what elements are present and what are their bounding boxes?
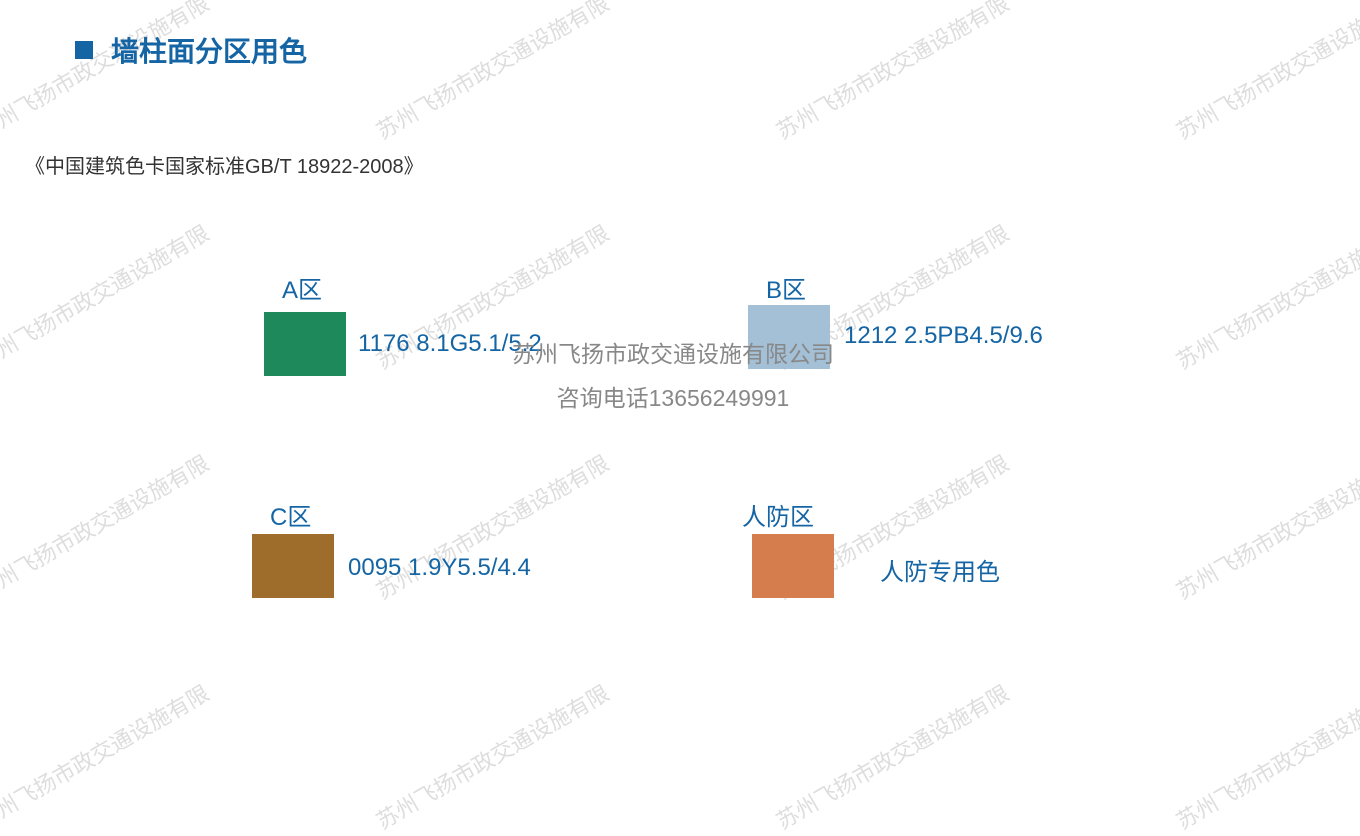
watermark-text: 苏州飞扬市政交通设施有限	[0, 446, 214, 606]
watermark-text: 苏州飞扬市政交通设施有限	[770, 676, 1015, 836]
zone-label: 人防区	[742, 497, 814, 532]
zone-label: A区	[282, 270, 322, 305]
watermark-text: 苏州飞扬市政交通设施有限	[1170, 216, 1360, 376]
color-swatch	[252, 534, 334, 598]
zone-code: 0095 1.9Y5.5/4.4	[348, 554, 531, 582]
watermark-text: 苏州飞扬市政交通设施有限	[0, 216, 214, 376]
content-area: 墙柱面分区用色 《中国建筑色卡国家标准GB/T 18922-2008》 A区11…	[0, 0, 1360, 179]
zone-label: B区	[766, 270, 806, 305]
title-bullet-icon	[75, 41, 93, 59]
subtitle: 《中国建筑色卡国家标准GB/T 18922-2008》	[0, 70, 1360, 179]
watermark-text: 苏州飞扬市政交通设施有限	[1170, 446, 1360, 606]
color-swatch	[752, 534, 834, 598]
overlay-company: 苏州飞扬市政交通设施有限公司	[512, 335, 834, 369]
zone-code: 人防专用色	[880, 552, 1000, 587]
title-row: 墙柱面分区用色	[0, 0, 1360, 70]
watermark-text: 苏州飞扬市政交通设施有限	[1170, 676, 1360, 836]
watermark-text: 苏州飞扬市政交通设施有限	[370, 676, 615, 836]
center-overlay: 苏州飞扬市政交通设施有限公司 咨询电话13656249991	[512, 335, 834, 413]
overlay-phone: 咨询电话13656249991	[512, 379, 834, 413]
color-swatch	[264, 312, 346, 376]
zone-label: C区	[270, 497, 311, 532]
zone-code: 1212 2.5PB4.5/9.6	[844, 322, 1043, 350]
page-title: 墙柱面分区用色	[111, 30, 307, 70]
watermark-text: 苏州飞扬市政交通设施有限	[0, 676, 214, 836]
